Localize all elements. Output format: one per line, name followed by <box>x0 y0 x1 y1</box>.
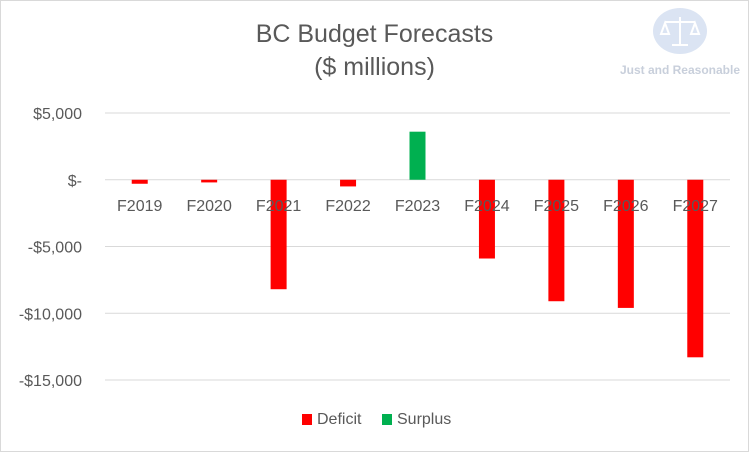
bar-deficit-f2019 <box>131 179 148 184</box>
logo: Just and Reasonable <box>613 4 747 80</box>
x-tick-label: F2024 <box>464 198 509 215</box>
y-tick-label: -$5,000 <box>28 240 82 257</box>
x-tick-label: F2026 <box>603 198 648 215</box>
x-tick-label: F2025 <box>534 198 579 215</box>
bar-deficit-f2026 <box>617 179 634 308</box>
x-tick-label: F2027 <box>673 198 718 215</box>
legend-label-deficit: Deficit <box>317 411 362 428</box>
bar-deficit-f2021 <box>270 179 287 290</box>
y-tick-label: -$10,000 <box>19 306 82 323</box>
bar-deficit-f2024 <box>478 179 495 259</box>
bar-deficit-f2020 <box>201 179 218 183</box>
bar-surplus-f2023 <box>409 131 426 180</box>
chart-title: BC Budget Forecasts ($ millions) <box>0 18 749 84</box>
y-tick-label: -$15,000 <box>19 373 82 390</box>
bar-deficit-f2025 <box>548 179 565 302</box>
bar-deficit-f2027 <box>687 179 704 358</box>
chart-subtitle: ($ millions) <box>314 53 435 81</box>
x-tick-label: F2019 <box>117 198 162 215</box>
logo-text: Just and Reasonable <box>619 63 741 77</box>
y-tick-label: $5,000 <box>33 106 82 123</box>
x-tick-label: F2022 <box>325 198 370 215</box>
x-tick-label: F2021 <box>256 198 301 215</box>
y-tick-label: $- <box>68 173 82 190</box>
legend-label-surplus: Surplus <box>397 411 452 428</box>
bar-deficit-f2022 <box>340 179 357 187</box>
scales-of-justice-icon <box>653 8 707 54</box>
legend: Deficit Surplus <box>0 410 749 430</box>
chart-title-main: BC Budget Forecasts <box>255 20 494 48</box>
legend-swatch-deficit <box>302 414 312 425</box>
legend-swatch-surplus <box>382 414 392 425</box>
x-tick-label: F2023 <box>395 198 440 215</box>
x-tick-label: F2020 <box>186 198 231 215</box>
